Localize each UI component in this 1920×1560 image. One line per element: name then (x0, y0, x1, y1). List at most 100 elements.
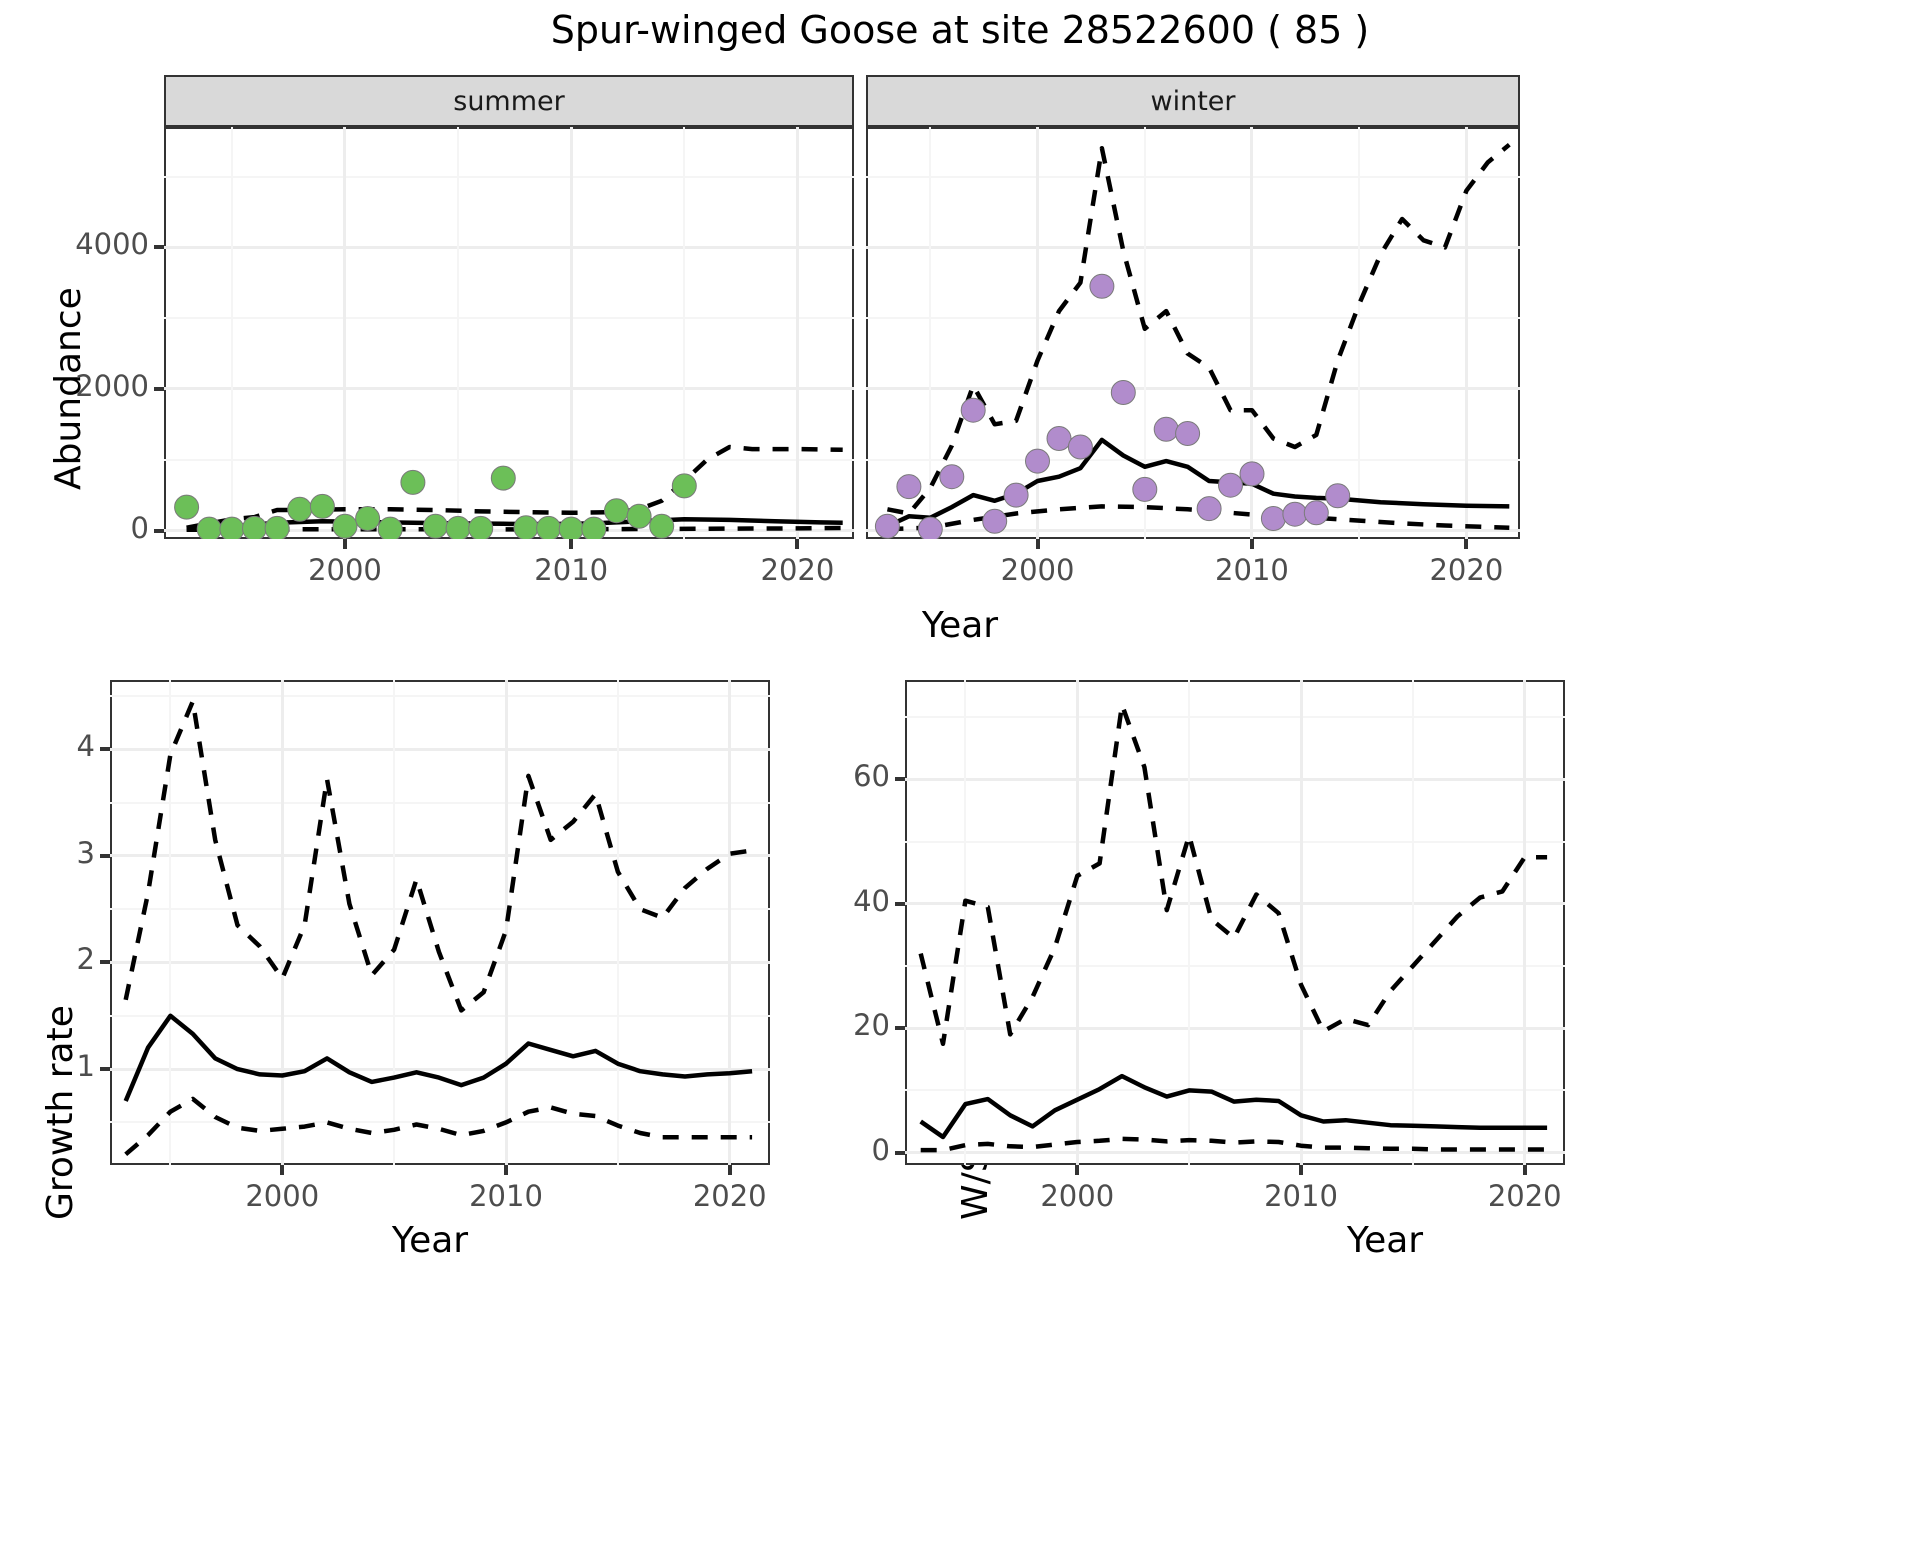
data-point (874, 513, 900, 539)
data-point (309, 493, 335, 519)
y-tick-label: 3 (76, 835, 95, 870)
data-point (468, 515, 494, 539)
data-point (1067, 434, 1093, 460)
gridline-minor-x (393, 680, 396, 1165)
gridline-minor-x (683, 127, 686, 539)
y-tick-mark (154, 245, 164, 250)
gridline-major-x (504, 680, 508, 1165)
gridline-minor-y (905, 1089, 1565, 1092)
gridline-minor-y (866, 458, 1520, 461)
data-point (287, 496, 313, 522)
growth-y-axis-title: Growth rate (40, 1005, 81, 1220)
data-point (558, 516, 584, 539)
gridline-minor-x (457, 127, 460, 539)
data-point (423, 513, 448, 539)
y-tick-mark (100, 747, 110, 752)
data-point (445, 515, 471, 539)
x-tick-mark (1522, 1165, 1527, 1175)
x-tick-label: 2020 (692, 1179, 767, 1213)
gridline-minor-x (230, 127, 233, 539)
gridline-minor-y (164, 317, 854, 320)
y-tick-label: 0 (130, 510, 149, 545)
data-point (1025, 448, 1050, 474)
x-tick-label: 2000 (1000, 553, 1075, 587)
data-point (219, 516, 245, 539)
x-tick-mark (1035, 539, 1040, 549)
gridline-minor-x (929, 127, 932, 539)
data-point (536, 515, 562, 539)
x-tick-mark (1075, 1165, 1080, 1175)
growth-rate-plot (110, 680, 770, 1165)
abundance-x-axis-title: Year (921, 605, 999, 646)
x-tick-label: 2010 (1264, 1179, 1338, 1213)
gridline-major-y (905, 1026, 1565, 1030)
gridline-minor-y (164, 175, 854, 178)
y-tick-label: 4 (76, 729, 95, 764)
series-line (123, 699, 753, 1013)
gridline-major-y (110, 1067, 770, 1071)
data-point (1239, 461, 1265, 487)
growth-rate-panel: Growth rate Year 1 2 3 4 2000 2010 2020 (0, 660, 960, 1560)
data-point (400, 469, 426, 495)
gridline-minor-y (110, 1014, 770, 1017)
y-tick-label: 2000 (75, 368, 149, 403)
y-tick-label: 0 (871, 1132, 890, 1167)
data-point (513, 515, 539, 539)
y-tick-label: 4000 (75, 227, 149, 262)
gridline-major-x (343, 127, 347, 539)
gridline-minor-y (866, 317, 1520, 320)
gridline-minor-x (1143, 127, 1146, 539)
data-point (1196, 496, 1222, 522)
y-tick-mark (895, 777, 905, 782)
data-point (1218, 472, 1243, 498)
series-line (918, 702, 1548, 1047)
series-line (920, 1136, 1548, 1153)
gridline-minor-y (866, 175, 1520, 178)
gridline-major-y (905, 902, 1565, 906)
x-tick-label: 2020 (1429, 553, 1504, 587)
series-line (186, 444, 843, 530)
data-point (1260, 506, 1286, 531)
gridline-major-x (1075, 680, 1079, 1165)
data-point (604, 498, 629, 524)
gridline-major-x (795, 127, 799, 539)
gridline-major-x (1299, 680, 1303, 1165)
y-tick-mark (100, 960, 110, 965)
x-tick-mark (342, 539, 347, 549)
gridline-minor-x (964, 680, 967, 1165)
gridline-minor-y (110, 908, 770, 911)
series-layer (174, 444, 843, 539)
data-point (939, 464, 965, 490)
data-point (1303, 500, 1329, 526)
gridline-minor-y (905, 965, 1565, 968)
gridline-major-x (1523, 680, 1527, 1165)
facet-strip-winter: winter (866, 75, 1520, 127)
gridline-minor-x (1188, 680, 1191, 1165)
abundance-panel: Abundance Year summer winter 0 2000 4000 20… (0, 60, 1920, 660)
data-point (649, 513, 675, 539)
gridline-major-y (164, 387, 854, 391)
y-tick-label: 2 (76, 942, 95, 977)
plot-border (905, 680, 1565, 1165)
growth-x-axis-title: Year (391, 1220, 469, 1261)
gridline-major-y (164, 245, 854, 249)
x-tick-mark (1299, 1165, 1303, 1175)
data-point (960, 397, 986, 423)
y-tick-mark (895, 901, 905, 906)
facet-strip-winter-label: winter (1150, 85, 1236, 117)
gridline-major-y (866, 387, 1520, 391)
data-point (1046, 426, 1072, 451)
gridline-major-x (280, 680, 284, 1165)
page-title: Spur-winged Goose at site 28522600 ( 85 … (550, 8, 1370, 52)
x-tick-mark (280, 1165, 285, 1175)
data-point (1282, 501, 1308, 527)
x-tick-mark (795, 539, 800, 549)
y-tick-label: 40 (853, 883, 890, 918)
data-point (242, 515, 267, 539)
data-point (1003, 482, 1029, 508)
data-point (332, 513, 358, 539)
series-line (123, 1013, 753, 1102)
facet-strip-summer: summer (164, 75, 854, 127)
y-tick-label: 60 (853, 759, 890, 794)
plot-border (866, 127, 1520, 539)
